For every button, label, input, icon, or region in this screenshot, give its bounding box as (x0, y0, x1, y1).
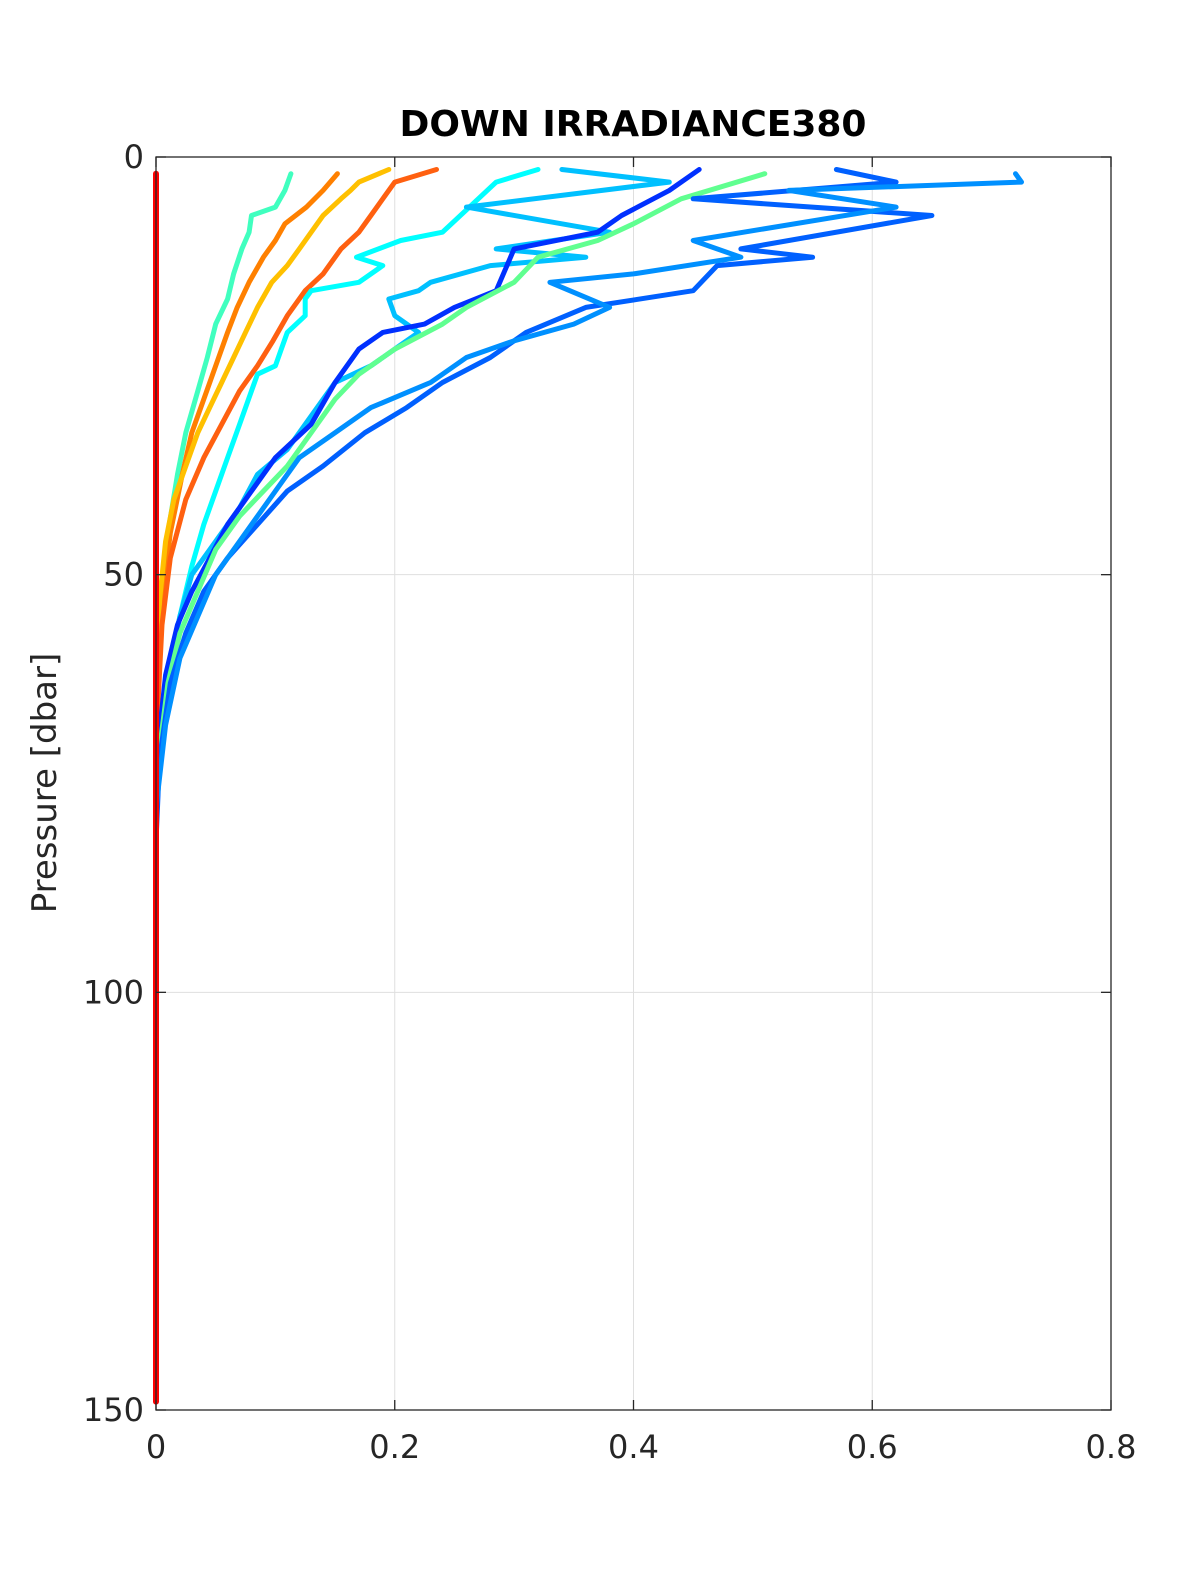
series-line-5 (153, 167, 541, 761)
y-tick-label: 150 (83, 1391, 144, 1429)
x-tick-label: 0 (146, 1428, 166, 1466)
y-tick-label: 0 (124, 138, 144, 176)
series-line-10 (153, 171, 1024, 812)
y-tick-label: 100 (83, 973, 144, 1011)
series-line-4 (153, 167, 439, 745)
grid-lines (156, 157, 1111, 1410)
y-tick-label: 50 (103, 556, 144, 594)
y-axis-label: Pressure [dbar] (25, 653, 65, 914)
chart-title: DOWN IRRADIANCE380 (400, 104, 867, 145)
x-tick-label: 0.8 (1086, 1428, 1137, 1466)
series-line-7 (153, 167, 702, 828)
axis-ticks: 0 0.2 0.4 0.6 0.8 0 50 100 150 (83, 138, 1137, 1466)
series-line-9 (153, 167, 935, 845)
x-tick-label: 0.2 (369, 1428, 420, 1466)
series-line-8 (153, 171, 768, 828)
series-line-2 (153, 171, 340, 786)
series-line-3 (153, 167, 392, 703)
x-tick-label: 0.6 (847, 1428, 898, 1466)
x-tick-label: 0.4 (608, 1428, 659, 1466)
